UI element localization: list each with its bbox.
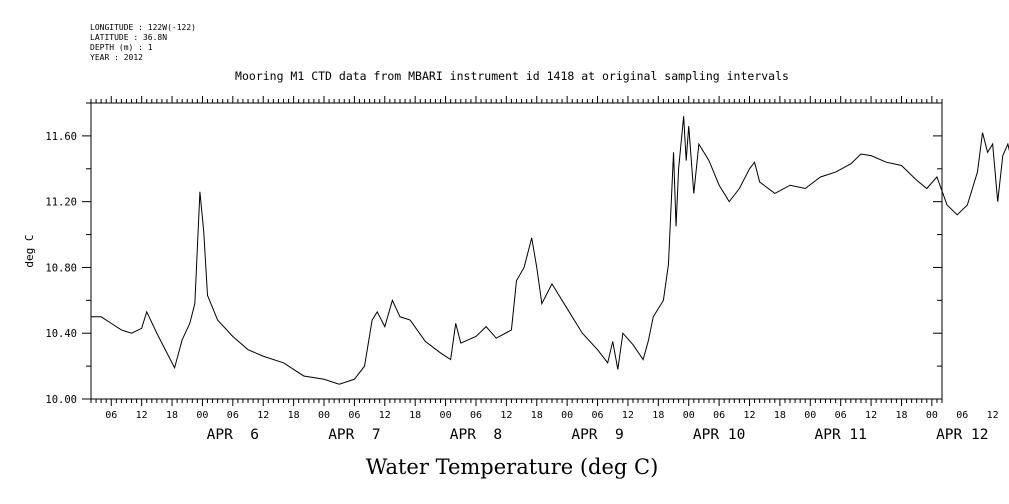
day-label: APR 12 (936, 427, 988, 443)
x-tick-label: 06 (227, 410, 239, 421)
x-tick-label: 06 (835, 410, 847, 421)
x-tick-label: 12 (622, 410, 634, 421)
day-label: APR 8 (450, 427, 502, 443)
x-tick-label: 18 (531, 410, 543, 421)
axis-ticks (82, 96, 943, 406)
x-tick-label: 06 (713, 410, 725, 421)
y-axis-label: deg C (23, 234, 36, 267)
day-labels: APR 6 APR 7 APR 8 APR 9 APR 10 APR 11 APR 12 (207, 427, 989, 443)
x-tick-label: 06 (592, 410, 604, 421)
y-tick-label: 11.60 (45, 131, 77, 143)
x-tick-label: 18 (166, 410, 178, 421)
x-tick-label: 18 (652, 410, 664, 421)
chart-title: Mooring M1 CTD data from MBARI instrumen… (235, 69, 789, 83)
y-tick-label: 10.80 (45, 262, 77, 274)
y-tick-label: 10.00 (45, 394, 77, 406)
y-tick-label: 10.40 (45, 328, 77, 340)
x-tick-label: 18 (409, 410, 421, 421)
x-tick-label: 00 (196, 410, 208, 421)
y-tick-label: 11.20 (45, 197, 77, 209)
x-tick-label: 00 (804, 410, 816, 421)
x-tick-label: 06 (348, 410, 360, 421)
metadata-block: LONGITUDE : 122W(-122) LATITUDE : 36.8N … (90, 23, 196, 62)
day-label: APR 9 (571, 427, 623, 443)
day-label: APR 11 (814, 427, 866, 443)
x-tick-label: 12 (500, 410, 512, 421)
plot-frame (90, 102, 943, 400)
x-tick-label: 18 (895, 410, 907, 421)
x-tick-label: 12 (257, 410, 269, 421)
y-tick-labels: 10.00 10.40 10.80 11.20 11.60 (45, 131, 77, 406)
x-tick-label: 12 (136, 410, 148, 421)
longitude-label: LONGITUDE : 122W(-122) (90, 23, 196, 32)
x-tick-label: 12 (987, 410, 999, 421)
x-tick-label: 00 (561, 410, 573, 421)
day-label: APR 6 (207, 427, 259, 443)
day-label: APR 10 (693, 427, 745, 443)
x-tick-label: 18 (774, 410, 786, 421)
x-tick-label: 12 (865, 410, 877, 421)
x-tick-label: 06 (956, 410, 968, 421)
latitude-label: LATITUDE : 36.8N (90, 33, 167, 42)
x-tick-label: 00 (318, 410, 330, 421)
x-tick-label: 12 (743, 410, 755, 421)
x-tick-label: 00 (683, 410, 695, 421)
x-tick-label: 06 (105, 410, 117, 421)
x-tick-labels: 06 12 18 00 06 12 18 00 06 12 18 00 06 12 18 00 06 12 18 00… (105, 410, 999, 421)
x-axis-label: Water Temperature (deg C) (366, 455, 659, 479)
x-tick-label: 00 (440, 410, 452, 421)
year-label: YEAR : 2012 (90, 53, 143, 62)
day-label: APR 7 (328, 427, 380, 443)
x-tick-label: 06 (470, 410, 482, 421)
depth-label: DEPTH (m) : 1 (90, 43, 153, 52)
x-tick-label: 12 (379, 410, 391, 421)
temperature-line (91, 116, 1009, 385)
x-tick-label: 18 (288, 410, 300, 421)
x-tick-label: 00 (926, 410, 938, 421)
